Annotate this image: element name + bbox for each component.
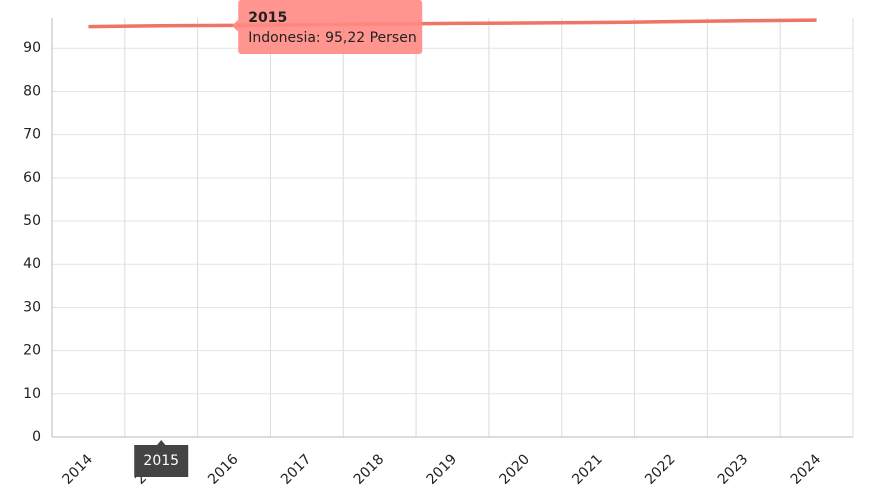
x-highlight: 2015 xyxy=(134,440,189,477)
line xyxy=(88,18,817,29)
y-tick-label: 10 xyxy=(23,386,41,402)
x-highlight-label: 2015 xyxy=(143,453,179,469)
tooltip: 2015 Indonesia: 95,22 Persen xyxy=(232,0,423,54)
y-tick-label: 20 xyxy=(23,343,41,359)
y-tick-label: 70 xyxy=(23,127,41,143)
x-tick-label: 2021 xyxy=(569,451,606,488)
y-tick-label: 50 xyxy=(23,213,41,229)
tooltip-arrow xyxy=(232,19,239,32)
y-tick-label: 40 xyxy=(23,256,41,272)
x-tick-label: 2022 xyxy=(642,451,679,488)
x-tick-label: 2024 xyxy=(788,451,825,488)
x-tick-label: 2023 xyxy=(715,451,752,488)
x-tick-label: 2017 xyxy=(278,451,315,488)
x-tick-label: 2018 xyxy=(351,451,388,488)
y-tick-label: 60 xyxy=(23,170,41,186)
x-highlight-arrow xyxy=(156,440,167,446)
y-tick-label: 80 xyxy=(23,83,41,99)
x-tick-label: 2020 xyxy=(496,451,533,488)
tooltip-text: Indonesia: 95,22 Persen xyxy=(248,30,417,46)
y-tick-label: 30 xyxy=(23,299,41,315)
x-tick-label: 2019 xyxy=(424,451,461,488)
y-tick-label: 90 xyxy=(23,40,41,56)
x-highlight-box xyxy=(134,445,189,477)
x-tick-label: 2016 xyxy=(205,451,242,488)
y-tick-label: 0 xyxy=(32,429,41,445)
tooltip-box xyxy=(238,0,423,54)
tooltip-title: 2015 xyxy=(248,10,287,26)
x-tick-label: 2014 xyxy=(60,451,97,488)
